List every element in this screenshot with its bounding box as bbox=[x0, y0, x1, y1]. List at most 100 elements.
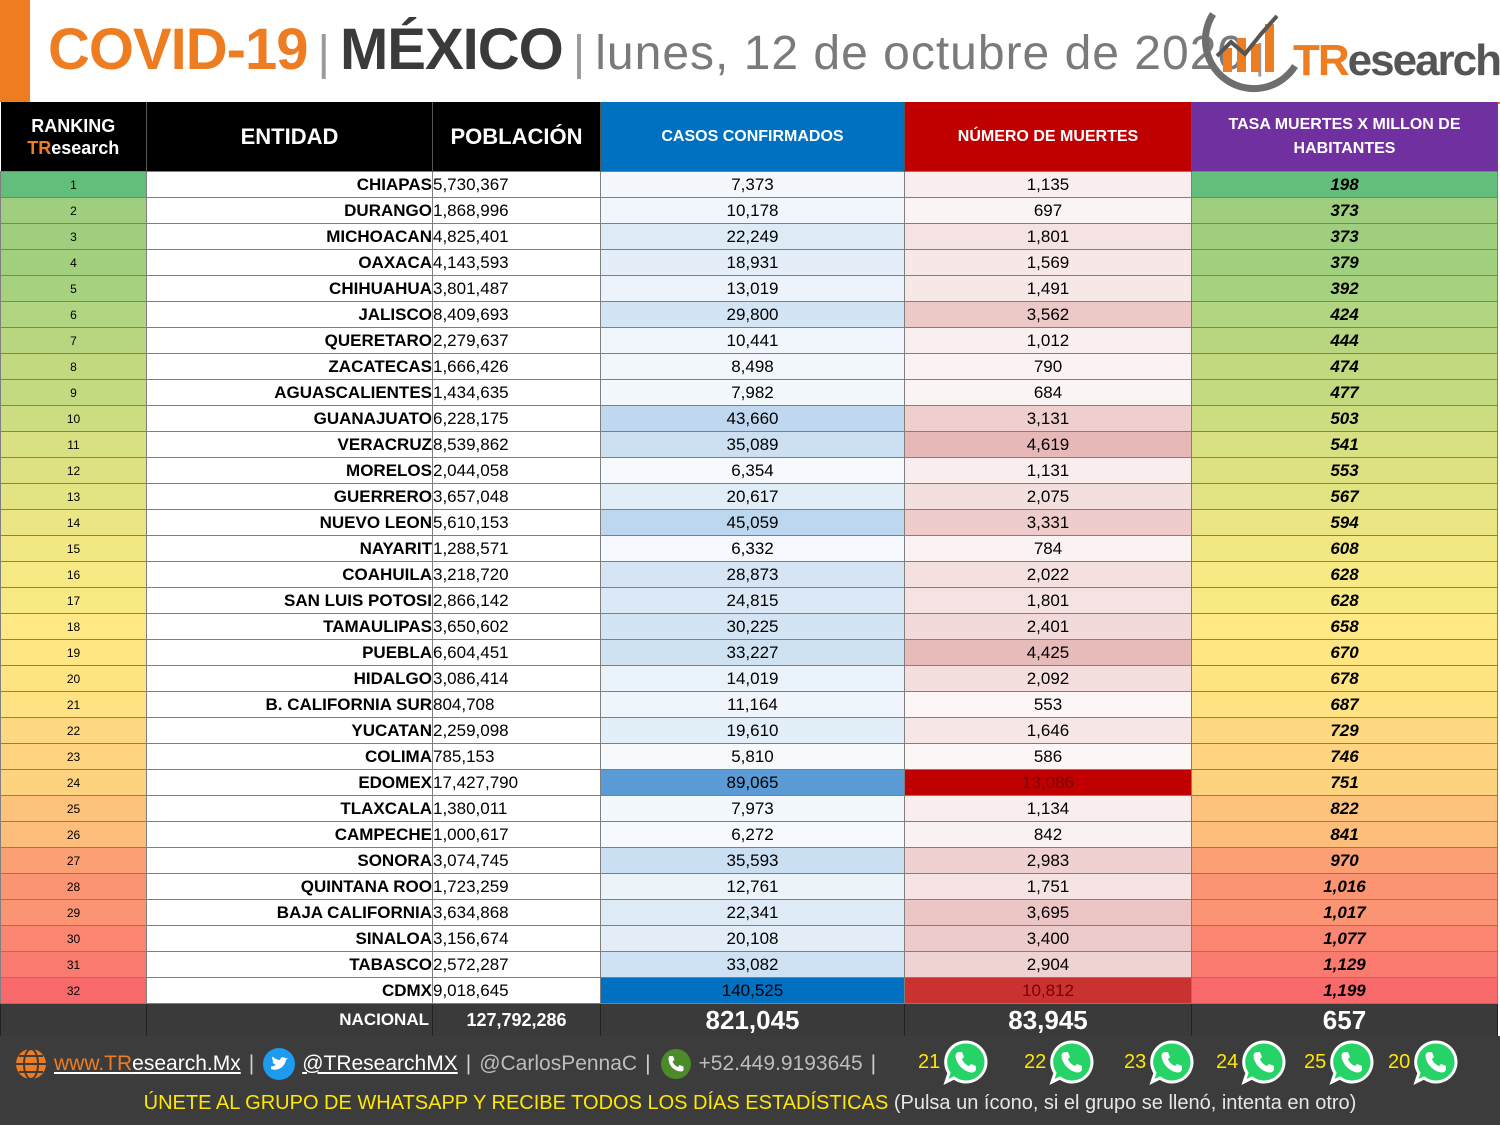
personal-handle[interactable]: @CarlosPennaC bbox=[479, 1052, 638, 1075]
entidad-cell: B. CALIFORNIA SUR bbox=[146, 691, 433, 718]
table-row: 4 OAXACA 4,143,593 18,931 1,569 379 bbox=[0, 249, 1498, 276]
casos-cell: 11,164 bbox=[600, 691, 905, 718]
entidad-cell: MORELOS bbox=[146, 457, 433, 484]
tasa-cell: 687 bbox=[1191, 691, 1498, 718]
rank-cell: 16 bbox=[0, 561, 147, 588]
tasa-cell: 444 bbox=[1191, 327, 1498, 354]
whatsapp-group-button[interactable]: 22 bbox=[1024, 1036, 1096, 1088]
poblacion-cell: 3,074,745 bbox=[432, 847, 601, 874]
tasa-cell: 553 bbox=[1191, 457, 1498, 484]
poblacion-cell: 1,380,011 bbox=[432, 795, 601, 822]
tasa-cell: 746 bbox=[1191, 743, 1498, 770]
rank-cell: 22 bbox=[0, 717, 147, 744]
entidad-cell: NUEVO LEON bbox=[146, 509, 433, 536]
muertes-cell: 3,331 bbox=[904, 509, 1192, 536]
tasa-cell: 1,077 bbox=[1191, 925, 1498, 952]
rank-cell: 13 bbox=[0, 483, 147, 510]
nacional-row: NACIONAL 127,792,286 821,045 83,945 657 bbox=[0, 1003, 1498, 1037]
table-row: 29 BAJA CALIFORNIA 3,634,868 22,341 3,695 1,0… bbox=[0, 899, 1498, 926]
muertes-cell: 2,075 bbox=[904, 483, 1192, 510]
tasa-cell: 1,017 bbox=[1191, 899, 1498, 926]
table-row: 10 GUANAJUATO 6,228,175 43,660 3,131 503 bbox=[0, 405, 1498, 432]
table-row: 26 CAMPECHE 1,000,617 6,272 842 841 bbox=[0, 821, 1498, 848]
whatsapp-group-button[interactable]: 25 bbox=[1304, 1036, 1376, 1088]
poblacion-cell: 3,156,674 bbox=[432, 925, 601, 952]
tasa-cell: 477 bbox=[1191, 379, 1498, 406]
footer: www.TResearch.Mx | @TResearchMX | @Carlo… bbox=[0, 1036, 1500, 1125]
table-row: 6 JALISCO 8,409,693 29,800 3,562 424 bbox=[0, 301, 1498, 328]
casos-cell: 13,019 bbox=[600, 275, 905, 302]
entidad-cell: JALISCO bbox=[146, 301, 433, 328]
casos-cell: 33,082 bbox=[600, 951, 905, 978]
whatsapp-group-button[interactable]: 21 bbox=[918, 1036, 990, 1088]
tasa-cell: 379 bbox=[1191, 249, 1498, 276]
entidad-cell: BAJA CALIFORNIA bbox=[146, 899, 433, 926]
muertes-cell: 790 bbox=[904, 353, 1192, 380]
tasa-cell: 1,199 bbox=[1191, 977, 1498, 1004]
entidad-cell: EDOMEX bbox=[146, 769, 433, 796]
title-country: MÉXICO bbox=[339, 17, 564, 82]
whatsapp-cta: ÚNETE AL GRUPO DE WHATSAPP Y RECIBE TODO… bbox=[0, 1092, 1500, 1115]
whatsapp-group-number: 25 bbox=[1304, 1050, 1327, 1073]
entidad-cell: QUINTANA ROO bbox=[146, 873, 433, 900]
phone-number[interactable]: +52.449.9193645 bbox=[698, 1052, 863, 1075]
rank-cell: 17 bbox=[0, 587, 147, 614]
muertes-cell: 3,695 bbox=[904, 899, 1192, 926]
table-row: 20 HIDALGO 3,086,414 14,019 2,092 678 bbox=[0, 665, 1498, 692]
table-row: 24 EDOMEX 17,427,790 89,065 13,086 751 bbox=[0, 769, 1498, 796]
entidad-cell: MICHOACAN bbox=[146, 223, 433, 250]
cta-main-text: ÚNETE AL GRUPO DE WHATSAPP Y RECIBE TODO… bbox=[143, 1092, 889, 1114]
globe-icon bbox=[16, 1048, 46, 1080]
website-link[interactable]: www.TResearch.Mx bbox=[54, 1052, 241, 1075]
table-body: 1 CHIAPAS 5,730,367 7,373 1,135 198 2 DURANGO 1,… bbox=[0, 171, 1498, 1004]
table-row: 32 CDMX 9,018,645 140,525 10,812 1,199 bbox=[0, 977, 1498, 1004]
poblacion-cell: 3,801,487 bbox=[432, 275, 601, 302]
table-row: 23 COLIMA 785,153 5,810 586 746 bbox=[0, 743, 1498, 770]
poblacion-cell: 4,825,401 bbox=[432, 223, 601, 250]
casos-cell: 19,610 bbox=[600, 717, 905, 744]
rank-cell: 9 bbox=[0, 379, 147, 406]
tasa-cell: 670 bbox=[1191, 639, 1498, 666]
casos-cell: 89,065 bbox=[600, 769, 905, 796]
casos-cell: 7,982 bbox=[600, 379, 905, 406]
poblacion-cell: 2,572,287 bbox=[432, 951, 601, 978]
poblacion-cell: 8,409,693 bbox=[432, 301, 601, 328]
footer-separator: | bbox=[645, 1052, 651, 1075]
rank-cell: 3 bbox=[0, 223, 147, 250]
whatsapp-icon bbox=[1049, 1040, 1094, 1085]
casos-cell: 20,108 bbox=[600, 925, 905, 952]
casos-cell: 22,249 bbox=[600, 223, 905, 250]
whatsapp-group-button[interactable]: 24 bbox=[1216, 1036, 1288, 1088]
casos-cell: 10,178 bbox=[600, 197, 905, 224]
muertes-cell: 1,131 bbox=[904, 457, 1192, 484]
casos-cell: 8,498 bbox=[600, 353, 905, 380]
table-row: 12 MORELOS 2,044,058 6,354 1,131 553 bbox=[0, 457, 1498, 484]
table-row: 19 PUEBLA 6,604,451 33,227 4,425 670 bbox=[0, 639, 1498, 666]
cta-note-text: (Pulsa un ícono, si el grupo se llenó, i… bbox=[893, 1092, 1357, 1114]
header-tasa: TASA MUERTES X MILLON DE HABITANTES bbox=[1191, 102, 1498, 172]
header-entidad: ENTIDAD bbox=[146, 102, 433, 172]
rank-cell: 6 bbox=[0, 301, 147, 328]
entidad-cell: SONORA bbox=[146, 847, 433, 874]
entidad-cell: GUERRERO bbox=[146, 483, 433, 510]
tasa-cell: 392 bbox=[1191, 275, 1498, 302]
tasa-cell: 628 bbox=[1191, 561, 1498, 588]
table-row: 7 QUERETARO 2,279,637 10,441 1,012 444 bbox=[0, 327, 1498, 354]
whatsapp-group-button[interactable]: 20 bbox=[1388, 1036, 1460, 1088]
poblacion-cell: 6,228,175 bbox=[432, 405, 601, 432]
entidad-cell: TABASCO bbox=[146, 951, 433, 978]
entidad-cell: COAHUILA bbox=[146, 561, 433, 588]
poblacion-cell: 2,279,637 bbox=[432, 327, 601, 354]
whatsapp-group-button[interactable]: 23 bbox=[1124, 1036, 1196, 1088]
casos-cell: 20,617 bbox=[600, 483, 905, 510]
poblacion-cell: 1,000,617 bbox=[432, 821, 601, 848]
rank-cell: 2 bbox=[0, 197, 147, 224]
twitter-link[interactable]: @TResearchMX bbox=[302, 1052, 458, 1075]
muertes-cell: 1,135 bbox=[904, 171, 1192, 198]
whatsapp-group-number: 20 bbox=[1388, 1050, 1411, 1073]
tasa-cell: 658 bbox=[1191, 613, 1498, 640]
rank-cell: 26 bbox=[0, 821, 147, 848]
rank-cell: 8 bbox=[0, 353, 147, 380]
header-muertes: NÚMERO DE MUERTES bbox=[904, 102, 1192, 172]
table-row: 31 TABASCO 2,572,287 33,082 2,904 1,129 bbox=[0, 951, 1498, 978]
